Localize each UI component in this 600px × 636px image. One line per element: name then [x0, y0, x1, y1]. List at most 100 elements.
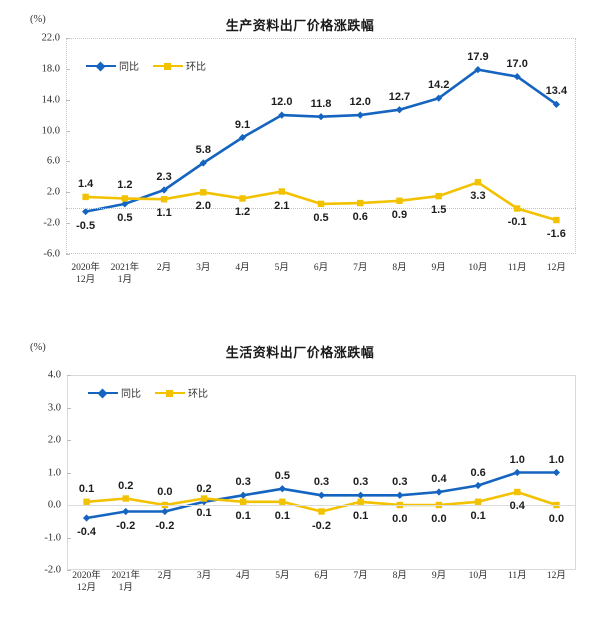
- data-label: 0.0: [392, 513, 408, 525]
- data-label: -0.5: [76, 219, 96, 232]
- y-axis-tick-mark: [66, 161, 70, 163]
- data-label: 0.3: [235, 476, 251, 489]
- legend-label-mom: 环比: [188, 389, 208, 400]
- x-axis-tick: 5月: [275, 571, 290, 581]
- data-label: 0.1: [470, 509, 486, 522]
- data-point-marker: [121, 195, 129, 202]
- x-axis-tick: 7月: [353, 571, 368, 581]
- data-label: 5.8: [195, 143, 211, 156]
- x-axis-tick: 5月: [274, 263, 289, 273]
- data-point-marker: [435, 192, 442, 200]
- data-label: 1.5: [431, 204, 447, 217]
- data-label: 1.1: [156, 207, 172, 220]
- x-axis-tick: 4月: [236, 571, 251, 581]
- data-label: 0.1: [235, 509, 251, 522]
- data-label: 0.1: [196, 506, 212, 519]
- data-point-marker: [356, 111, 364, 119]
- x-axis-tick: 7月: [353, 263, 368, 273]
- data-point-marker: [199, 159, 207, 167]
- data-point-marker: [121, 200, 129, 208]
- data-label: 0.4: [431, 473, 447, 485]
- legend-item-mom[interactable]: 环比: [155, 385, 208, 400]
- x-axis-tick: 2月: [156, 263, 172, 273]
- data-label: 1.2: [234, 206, 251, 219]
- legend-item-yoy[interactable]: 同比: [86, 58, 139, 73]
- y-axis-tick-mark: [66, 223, 70, 225]
- x-axis-tick: 12月: [546, 571, 566, 581]
- data-point-marker: [239, 195, 246, 202]
- data-point-marker: [160, 186, 168, 194]
- data-point-marker: [357, 491, 365, 499]
- data-label: -0.2: [116, 519, 136, 532]
- data-point-marker: [122, 495, 129, 502]
- x-axis-tick: 2021年 1月: [110, 263, 140, 285]
- y-axis-tick-mark: [66, 130, 70, 132]
- legend-producer: 同比 环比: [86, 58, 206, 73]
- data-point-marker: [83, 498, 90, 505]
- data-point-marker: [552, 468, 561, 477]
- data-label: 2.0: [195, 200, 211, 213]
- data-point-marker: [317, 113, 325, 121]
- data-label: 0.5: [274, 469, 290, 482]
- data-label: 0.1: [274, 509, 290, 522]
- x-axis-tick: 3月: [196, 263, 211, 273]
- data-label: 0.2: [196, 482, 212, 495]
- data-label: 0.5: [117, 211, 133, 224]
- y-axis-tick-mark: [67, 440, 71, 441]
- data-label: -0.4: [77, 526, 97, 538]
- x-axis-tick: 10月: [468, 263, 488, 273]
- data-label: 0.4: [509, 500, 525, 512]
- y-axis-tick: 1.0: [47, 467, 61, 478]
- data-label: 1.0: [509, 453, 525, 466]
- data-label: 0.3: [352, 476, 369, 489]
- data-label: 12.0: [271, 96, 293, 109]
- x-axis-tick: 2020年 12月: [72, 571, 101, 593]
- legend-label-yoy: 同比: [119, 62, 139, 73]
- y-axis-tick-mark: [66, 254, 70, 255]
- legend-item-mom[interactable]: 环比: [153, 58, 206, 73]
- data-label: 3.3: [470, 190, 486, 203]
- data-label: 0.6: [470, 466, 486, 479]
- data-point-marker: [435, 488, 443, 496]
- data-label: 12.0: [349, 96, 371, 109]
- x-axis-tick: 2月: [157, 571, 173, 581]
- data-point-marker: [513, 468, 521, 477]
- data-point-marker: [317, 491, 326, 499]
- data-label: 0.0: [548, 513, 565, 525]
- legend-item-yoy[interactable]: 同比: [88, 385, 141, 400]
- legend-line-yoy-icon: [86, 61, 116, 71]
- zero-baseline: [67, 505, 576, 506]
- legend-line-mom-icon: [153, 62, 183, 70]
- y-axis-tick: -1.0: [44, 532, 61, 543]
- data-point-marker: [160, 196, 168, 203]
- legend-label-yoy: 同比: [121, 389, 141, 400]
- data-point-marker: [552, 100, 560, 108]
- legend-label-mom: 环比: [186, 62, 206, 73]
- y-axis-tick: 18.0: [41, 63, 60, 75]
- data-point-marker: [239, 498, 247, 505]
- data-point-marker: [238, 133, 247, 142]
- y-axis-tick: 4.0: [47, 369, 61, 381]
- data-label: 1.0: [548, 453, 565, 466]
- data-point-marker: [396, 197, 403, 204]
- data-point-marker: [161, 507, 169, 516]
- series-lines-producer: [82, 66, 560, 224]
- data-point-marker: [278, 485, 286, 493]
- data-label: -0.2: [155, 519, 175, 532]
- data-label: 1.4: [77, 177, 94, 190]
- data-point-marker: [122, 507, 130, 516]
- data-point-marker: [513, 72, 521, 81]
- x-axis-tick: 10月: [468, 571, 488, 581]
- data-point-marker: [239, 491, 247, 499]
- data-point-marker: [357, 498, 364, 505]
- data-point-marker: [82, 193, 89, 201]
- data-point-marker: [474, 66, 482, 74]
- data-label: -1.6: [546, 228, 566, 241]
- chart-title-producer: 生产资料出厂价格涨跌幅: [225, 18, 375, 33]
- zero-baseline: [66, 207, 576, 209]
- data-point-marker: [82, 207, 90, 216]
- x-axis-tick: 11月: [507, 571, 527, 581]
- data-point-marker: [200, 495, 208, 502]
- data-point-marker: [553, 216, 560, 224]
- data-point-marker: [317, 200, 325, 208]
